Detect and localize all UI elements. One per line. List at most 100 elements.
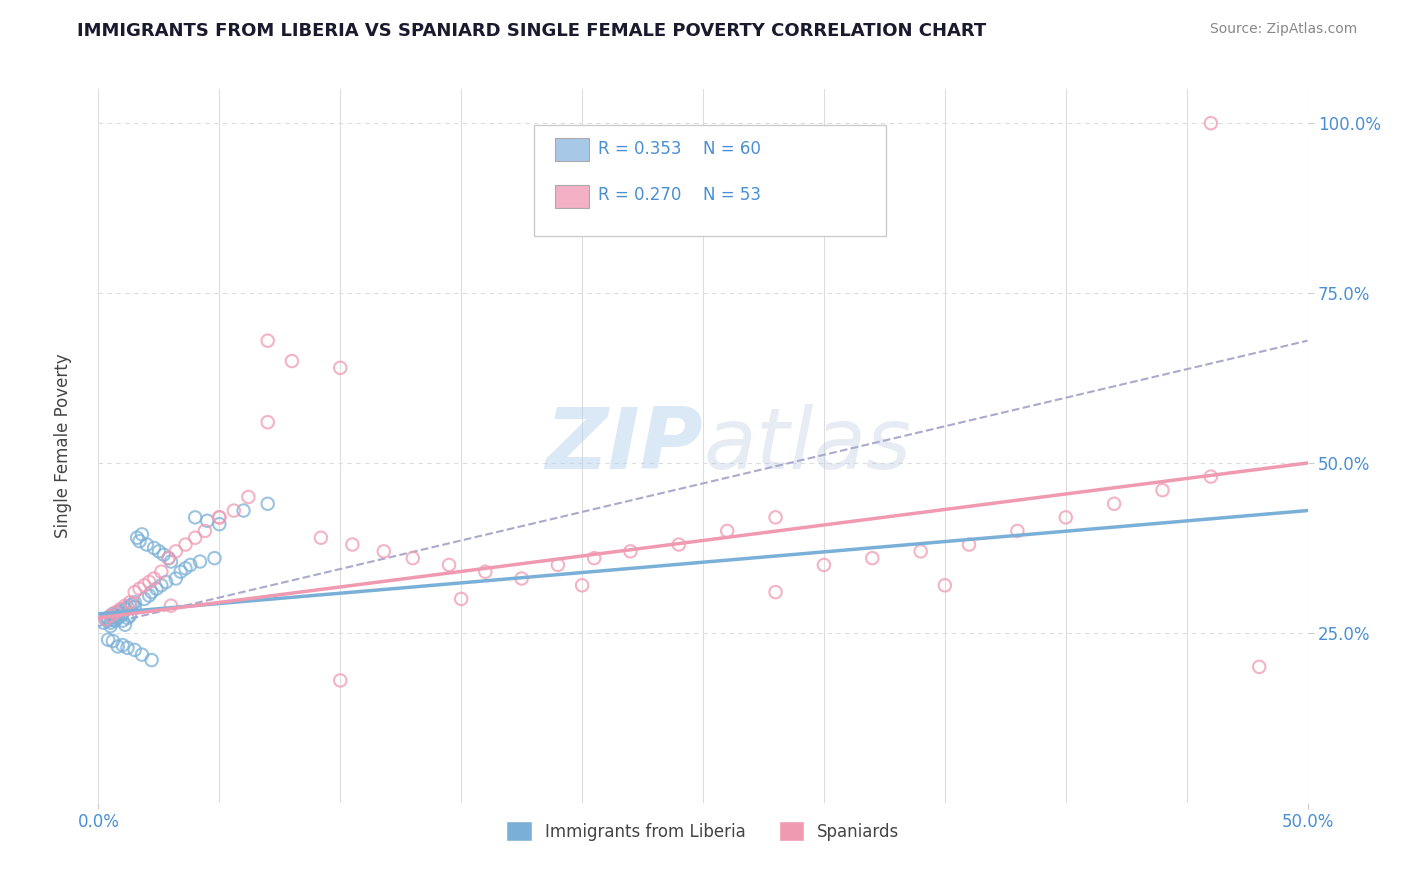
Point	[118, 599, 141, 613]
Point	[765, 510, 787, 524]
Point	[118, 608, 141, 623]
Point	[145, 582, 167, 596]
Point	[124, 643, 146, 657]
Point	[152, 548, 174, 562]
Point	[184, 531, 207, 545]
Point	[134, 591, 156, 606]
Point	[128, 582, 150, 596]
Point	[765, 585, 787, 599]
Legend: Immigrants from Liberia, Spaniards: Immigrants from Liberia, Spaniards	[501, 814, 905, 848]
Point	[813, 558, 835, 572]
Point	[101, 634, 124, 648]
Point	[134, 578, 156, 592]
Point	[195, 514, 218, 528]
Point	[111, 614, 134, 628]
Point	[188, 555, 211, 569]
Point	[329, 360, 352, 375]
Point	[329, 673, 352, 688]
Point	[100, 615, 122, 630]
Point	[256, 415, 278, 429]
Text: N = 53: N = 53	[703, 186, 761, 204]
Point	[1152, 483, 1174, 498]
Point	[155, 574, 177, 589]
Point	[100, 619, 122, 633]
Point	[1102, 497, 1125, 511]
Point	[131, 648, 153, 662]
Point	[100, 608, 122, 623]
Text: ZIP: ZIP	[546, 404, 703, 488]
Point	[127, 531, 149, 545]
Point	[309, 531, 332, 545]
Point	[94, 612, 117, 626]
Point	[157, 551, 180, 566]
Point	[97, 632, 120, 647]
Point	[169, 565, 191, 579]
Point	[256, 334, 278, 348]
Point	[104, 614, 127, 628]
Point	[174, 537, 197, 551]
Point	[1054, 510, 1077, 524]
Point	[101, 612, 124, 626]
Text: atlas: atlas	[703, 404, 911, 488]
Point	[148, 544, 170, 558]
Text: N = 60: N = 60	[703, 140, 761, 158]
Point	[232, 503, 254, 517]
Point	[91, 615, 114, 630]
Point	[402, 551, 425, 566]
Point	[143, 541, 166, 555]
Point	[94, 612, 117, 626]
Point	[1199, 116, 1222, 130]
Point	[373, 544, 395, 558]
Point	[111, 607, 134, 621]
Point	[124, 600, 146, 615]
Point	[1199, 469, 1222, 483]
Point	[150, 565, 173, 579]
Point	[165, 544, 187, 558]
Point	[1249, 660, 1271, 674]
Point	[222, 503, 245, 517]
Point	[101, 607, 124, 621]
Point	[124, 585, 146, 599]
Point	[108, 604, 131, 618]
Point	[107, 606, 129, 620]
Point	[104, 608, 127, 623]
Point	[208, 510, 231, 524]
Point	[111, 638, 134, 652]
Point	[716, 524, 738, 538]
Point	[108, 608, 131, 623]
Point	[547, 558, 569, 572]
Point	[208, 517, 231, 532]
Point	[437, 558, 460, 572]
Point	[97, 614, 120, 628]
Point	[256, 497, 278, 511]
Point	[138, 574, 160, 589]
Point	[474, 565, 496, 579]
Point	[450, 591, 472, 606]
Point	[108, 602, 131, 616]
Point	[150, 578, 173, 592]
Point	[107, 611, 129, 625]
Point	[114, 617, 136, 632]
Point	[141, 585, 163, 599]
Point	[281, 354, 304, 368]
Point	[117, 640, 139, 655]
Point	[114, 599, 136, 613]
Text: R = 0.270: R = 0.270	[598, 186, 681, 204]
Text: Single Female Poverty: Single Female Poverty	[55, 354, 72, 538]
Point	[238, 490, 260, 504]
Text: IMMIGRANTS FROM LIBERIA VS SPANIARD SINGLE FEMALE POVERTY CORRELATION CHART: IMMIGRANTS FROM LIBERIA VS SPANIARD SING…	[77, 22, 987, 40]
Point	[141, 653, 163, 667]
Point	[124, 595, 146, 609]
Point	[208, 510, 231, 524]
Point	[571, 578, 593, 592]
Point	[117, 600, 139, 615]
Point	[100, 608, 122, 623]
Text: Source: ZipAtlas.com: Source: ZipAtlas.com	[1209, 22, 1357, 37]
Point	[157, 551, 180, 566]
Point	[143, 572, 166, 586]
Point	[114, 602, 136, 616]
Point	[668, 537, 690, 551]
Point	[619, 544, 641, 558]
Point	[160, 555, 183, 569]
Point	[118, 595, 141, 609]
